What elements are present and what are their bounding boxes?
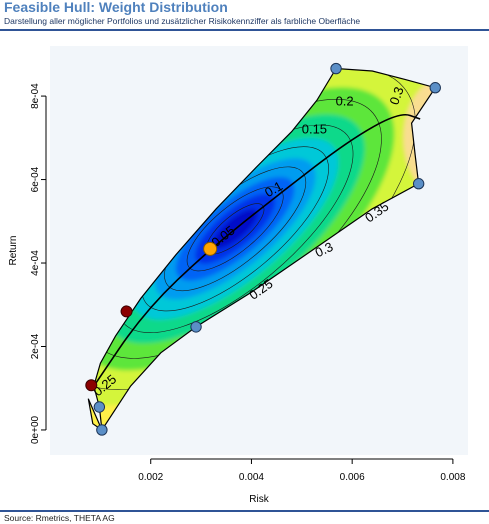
contour-label: 0.3	[386, 85, 406, 107]
tangency-point	[203, 241, 218, 256]
axes: 0.002 0.004 0.006 0.008 0e+00 2e-04 4e-04 6e-0…	[8, 83, 466, 505]
contour-label: 0.2	[336, 93, 354, 108]
hull-point	[330, 62, 342, 75]
y-tick-label: 0e+00	[30, 415, 41, 444]
header-rule	[0, 29, 489, 31]
x-tick-label: 0.004	[239, 472, 264, 483]
x-tick-label: 0.008	[440, 472, 465, 483]
chart-subtitle: Darstellung aller möglicher Portfolios u…	[4, 16, 361, 26]
efficient-frontier-line	[93, 114, 421, 387]
footer-rule	[0, 510, 489, 512]
portfolio-points	[85, 62, 441, 436]
red-point	[85, 379, 98, 392]
x-axis-label: Risk	[249, 494, 269, 505]
x-axis-ticks: 0.002 0.004 0.006 0.008	[138, 459, 466, 483]
hull-point	[93, 401, 106, 413]
hull-point	[96, 424, 108, 436]
y-tick-label: 6e-04	[30, 166, 41, 192]
contour-label: 0.15	[302, 122, 327, 137]
x-tick-label: 0.006	[340, 472, 365, 483]
y-tick-label: 2e-04	[30, 333, 41, 359]
y-axis-label: Return	[8, 235, 19, 265]
y-axis-ticks: 0e+00 2e-04 4e-04 6e-04 8e-04	[30, 83, 46, 444]
chart-title: Feasible Hull: Weight Distribution	[4, 0, 228, 15]
source-note: Source: Rmetrics, THETA AG	[4, 513, 115, 523]
red-point	[120, 305, 133, 318]
x-tick-label: 0.002	[138, 472, 163, 483]
hull-point	[412, 178, 425, 190]
y-tick-label: 4e-04	[30, 250, 41, 276]
contour-label: 0.3	[313, 239, 336, 260]
hull-point	[429, 82, 441, 94]
y-tick-label: 8e-04	[30, 83, 41, 109]
contour-line-0.1	[186, 186, 284, 272]
hull-outline	[87, 67, 437, 432]
hull-point	[190, 321, 202, 333]
